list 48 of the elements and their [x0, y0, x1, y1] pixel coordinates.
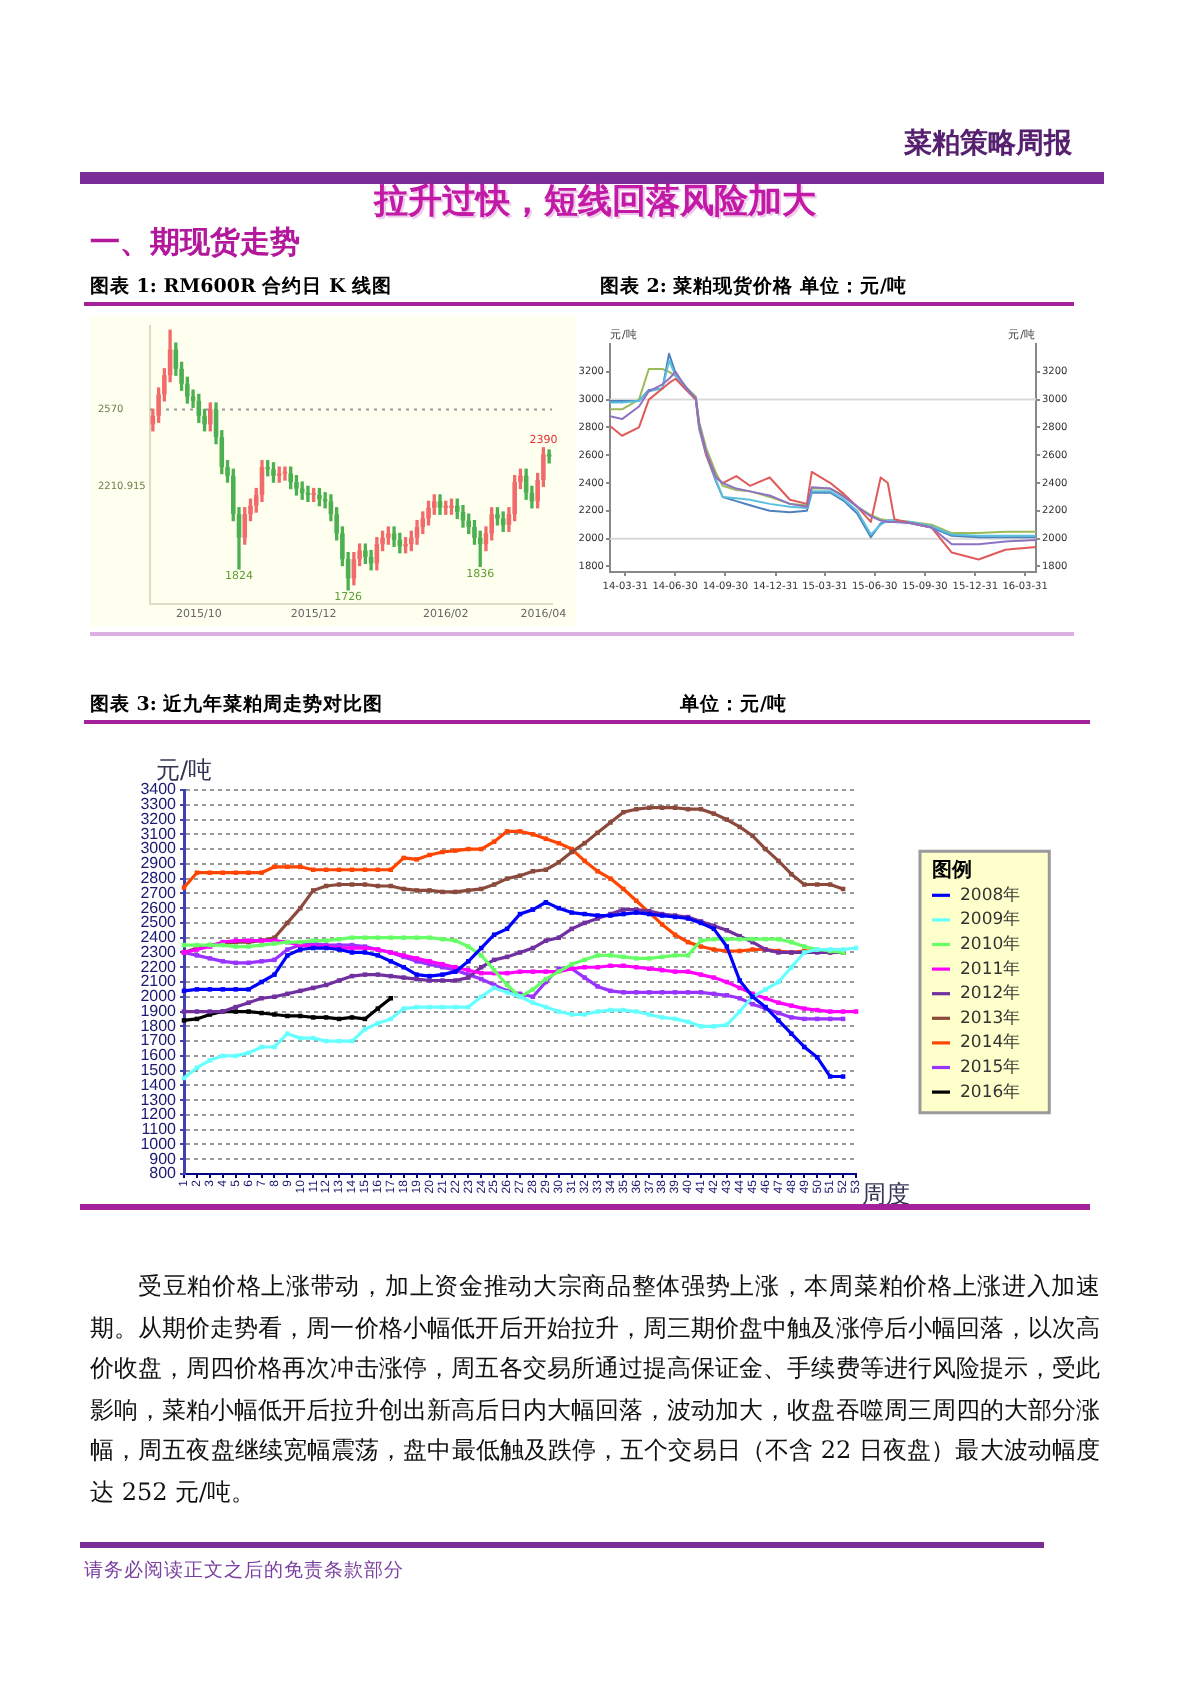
- y-tick-label: 2700: [140, 883, 178, 902]
- y-tick-label: 2100: [140, 972, 178, 991]
- legend-label: 2013年: [960, 1006, 1022, 1029]
- chart-title: 图表 3: 近九年菜粕周走势对比图: [90, 694, 384, 718]
- y-tick-label: 2200: [140, 957, 178, 976]
- y-tick-label: 1900: [140, 1001, 178, 1020]
- y-tick-label: 900: [149, 1149, 178, 1168]
- legend-label: 2014年: [960, 1031, 1022, 1054]
- text: 单位：元/吨: [800, 276, 907, 300]
- y-tick-label: 1800: [140, 1016, 178, 1035]
- chart-title: 图表 2: 菜粕现货价格: [600, 276, 794, 300]
- y-tick-label: 2300: [140, 942, 178, 961]
- legend-label: 2008年: [960, 883, 1022, 906]
- y-tick-label: 3100: [140, 824, 178, 843]
- y-axis-title: 元/吨: [155, 756, 213, 784]
- legend-label: 2010年: [960, 932, 1022, 955]
- y-tick-label: 1500: [140, 1061, 178, 1080]
- legend-label: 2011年: [960, 957, 1022, 980]
- y-tick-label: 1200: [140, 1105, 178, 1124]
- y-tick-label: 1100: [141, 1120, 178, 1139]
- y-tick-label: 3300: [140, 795, 178, 814]
- y-tick-label: 2500: [140, 913, 178, 932]
- text: 菜粕策略周报: [904, 128, 1072, 160]
- text: 拉升过快，短线回落风险加大: [371, 182, 818, 222]
- text: 一、期现货走势: [90, 224, 300, 260]
- legend-label: 2012年: [960, 982, 1022, 1005]
- text: 受豆粕价格上涨带动，加上资金推动大宗商品整体强势上涨，本周菜粕价格上涨进入加速期。从期价走势看，周一价格小幅低开后开始拉升，周三期价盘中触及涨停后小幅回落，以次高价收盘，周四价格再次冲击涨停，周五各交易所通过提高保证金、手续费等进行风险提示，受此影响，菜粕小幅低开后拉升创出新高后日内大幅回落，波动加大，收盘吞噬周三周四的大部分涨幅，周五夜盘继续宽幅震荡，盘中最低触及跌停，五个交易日（不含 22 日夜盘）最大波动幅度达 252 元/吨。: [90, 1270, 1100, 1510]
- chart-title: 图表 1: RM600R 合约日 K 线图: [90, 276, 393, 300]
- y-tick-label: 2900: [140, 854, 178, 873]
- y-tick-label: 2800: [140, 869, 178, 888]
- y-tick-label: 1000: [140, 1134, 178, 1153]
- text: 单位：元/吨: [680, 694, 787, 718]
- y-tick-label: 800: [149, 1164, 178, 1183]
- y-tick-label: 3200: [140, 809, 178, 828]
- y-tick-label: 1400: [140, 1075, 178, 1094]
- y-tick-label: 2000: [140, 987, 178, 1006]
- y-tick-label: 3000: [140, 839, 178, 858]
- legend-label: 2009年: [960, 908, 1022, 931]
- legend-title: 图例: [932, 858, 972, 883]
- legend-label: 2015年: [960, 1055, 1022, 1078]
- y-tick-label: 1300: [140, 1090, 178, 1109]
- y-tick-label: 2600: [140, 898, 178, 917]
- y-tick-label: 1600: [140, 1046, 178, 1065]
- y-tick-label: 2400: [140, 928, 178, 947]
- text: 请务必阅读正文之后的免责条款部分: [84, 1560, 404, 1582]
- y-tick-label: 3400: [140, 780, 178, 799]
- legend-label: 2016年: [960, 1080, 1022, 1103]
- y-tick-label: 1700: [140, 1031, 178, 1050]
